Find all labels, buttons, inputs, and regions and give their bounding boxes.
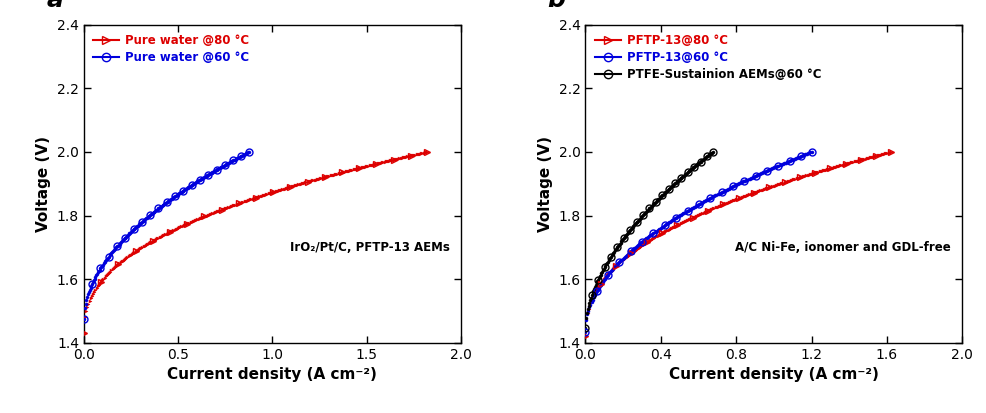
Legend: PFTP-13@80 °C, PFTP-13@60 °C, PTFE-Sustainion AEMs@60 °C: PFTP-13@80 °C, PFTP-13@60 °C, PTFE-Susta… [591, 31, 824, 85]
X-axis label: Current density (A cm⁻²): Current density (A cm⁻²) [168, 367, 377, 382]
Text: a: a [46, 0, 63, 12]
Y-axis label: Voltage (V): Voltage (V) [36, 136, 51, 232]
Text: IrO₂/Pt/C, PFTP-13 AEMs: IrO₂/Pt/C, PFTP-13 AEMs [290, 241, 450, 254]
Legend: Pure water @80 °C, Pure water @60 °C: Pure water @80 °C, Pure water @60 °C [90, 31, 252, 68]
Y-axis label: Voltage (V): Voltage (V) [537, 136, 552, 232]
Text: A/C Ni-Fe, ionomer and GDL-free: A/C Ni-Fe, ionomer and GDL-free [735, 241, 951, 254]
Text: b: b [547, 0, 565, 12]
X-axis label: Current density (A cm⁻²): Current density (A cm⁻²) [669, 367, 878, 382]
